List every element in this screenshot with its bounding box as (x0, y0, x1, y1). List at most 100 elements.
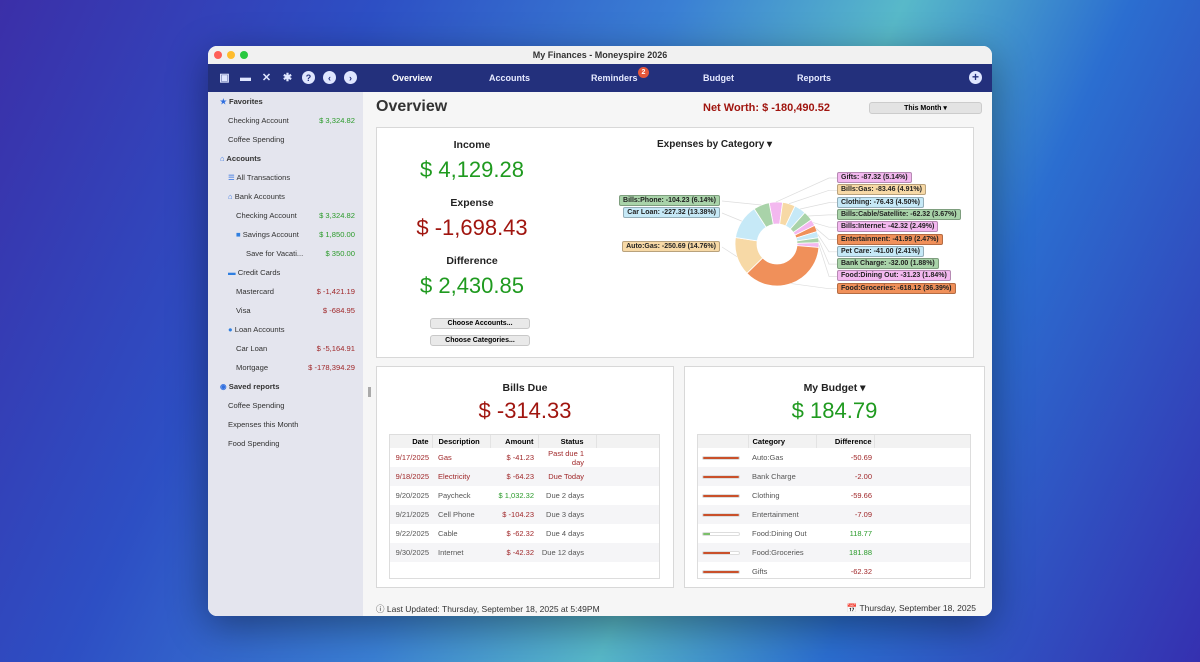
bills-title: Bills Due (502, 382, 548, 394)
bill-row[interactable]: 9/20/2025 Paycheck $ 1,032.32 Due 2 days (390, 486, 659, 505)
budget-category: Entertainment (748, 505, 816, 524)
sidebar-item-vacation[interactable]: Save for Vacati... $ 350.00 (246, 249, 355, 258)
budget-row[interactable]: Entertainment -7.09 (698, 505, 970, 524)
sidebar-report-coffee[interactable]: Coffee Spending (228, 401, 285, 410)
income-value: $ 4,129.28 (420, 157, 524, 182)
bill-cell: Due 12 days (538, 543, 596, 562)
bill-row[interactable]: 9/21/2025 Cell Phone $ -104.23 Due 3 days (390, 505, 659, 524)
tab-reports[interactable]: Reports (797, 73, 832, 83)
budget-category: Food:Dining Out (752, 529, 807, 538)
pie-slice-label: Food:Dining Out: -31.23 (1.84%) (837, 270, 951, 282)
expense-value: $ -1,698.43 (416, 215, 528, 240)
budget-row[interactable]: Gifts -62.32 (698, 562, 970, 581)
budget-row[interactable]: Clothing -59.66 (698, 486, 970, 505)
sidebar-item-mastercard[interactable]: Mastercard $ -1,421.19 (236, 287, 355, 296)
tab-reminders[interactable]: Reminders (591, 73, 638, 83)
budget-difference: 181.88 (816, 543, 874, 562)
tab-overview[interactable]: Overview (392, 73, 433, 83)
budget-progress-bar (702, 475, 740, 480)
pie-slice-label: Bills:Phone: -104.23 (6.14%) (619, 195, 720, 206)
choose-accounts-button[interactable]: Choose Accounts... (430, 318, 530, 329)
tools-icon[interactable]: ✕ (261, 72, 272, 84)
help-icon[interactable]: ? (302, 71, 315, 84)
tab-accounts[interactable]: Accounts (489, 73, 531, 83)
expense-label: Expense (450, 197, 494, 209)
sidebar-report-food[interactable]: Food Spending (228, 439, 280, 448)
pie-slice-label: Pet Care: -41.00 (2.41%) (837, 245, 924, 257)
bill-cell: 9/30/2025 (390, 543, 432, 562)
budget-progress-bar (702, 456, 740, 461)
period-select[interactable]: This Month ▾ (869, 102, 982, 114)
overview-panel: Income $ 4,129.28 Expense $ -1,698.43 Di… (376, 127, 974, 358)
sidebar-favorites[interactable]: ★ Favorites (220, 97, 263, 106)
pie-slice-label: Bank Charge: -32.00 (1.88%) (837, 258, 939, 270)
bill-row[interactable]: 9/17/2025 Gas $ -41.23 Past due 1 day (390, 448, 659, 467)
sidebar-loan-accounts[interactable]: ● Loan Accounts (228, 325, 285, 334)
pie-slice[interactable] (746, 245, 820, 287)
budget-row[interactable]: Food:Groceries 181.88 (698, 543, 970, 562)
add-icon[interactable]: + (969, 71, 982, 84)
budget-dropdown[interactable]: My Budget ▾ (803, 382, 866, 394)
folder-icon[interactable]: ▬ (240, 71, 251, 84)
bill-cell: Gas (438, 453, 452, 462)
budget-difference: -50.69 (850, 453, 872, 462)
sidebar-report-expenses[interactable]: Expenses this Month (228, 420, 299, 429)
sidebar-item-visa[interactable]: Visa $ -684.95 (236, 306, 355, 315)
choose-categories-button[interactable]: Choose Categories... (430, 335, 530, 346)
bill-cell: Cell Phone (432, 505, 490, 524)
budget-progress-bar (702, 570, 740, 575)
forward-icon[interactable]: › (344, 71, 357, 84)
pie-slice-label: Gifts: -87.32 (5.14%) (837, 172, 912, 183)
page-title: Overview (376, 98, 448, 115)
bill-cell: 9/22/2025 (395, 529, 429, 538)
gear-icon[interactable]: ✱ (282, 72, 293, 84)
sidebar-item-checking[interactable]: Checking Account $ 3,324.82 (228, 116, 355, 125)
expenses-category-dropdown[interactable]: Expenses by Category ▾ (657, 139, 773, 150)
sidebar-saved-reports[interactable]: ◉ Saved reports (220, 382, 280, 391)
sidebar-item-mortgage[interactable]: Mortgage $ -178,394.29 (236, 363, 355, 372)
bill-row[interactable]: 9/30/2025 Internet $ -42.32 Due 12 days (390, 543, 659, 562)
bill-cell: $ -41.23 (506, 453, 534, 462)
tab-budget[interactable]: Budget (703, 73, 734, 83)
splitter-handle[interactable] (368, 387, 371, 397)
bank-icon: ⌂ (220, 154, 225, 163)
sidebar-item-savings[interactable]: ■ Savings Account $ 1,850.00 (236, 230, 355, 239)
current-date: 📅 Thursday, September 18, 2025 (846, 603, 976, 613)
bill-cell: $ -104.23 (490, 505, 538, 524)
minimize-button[interactable] (227, 51, 235, 59)
bill-cell: Due 2 days (546, 491, 584, 500)
bill-row[interactable]: 9/22/2025 Cable $ -62.32 Due 4 days (390, 524, 659, 543)
save-icon[interactable]: ▣ (219, 72, 230, 84)
close-button[interactable] (214, 51, 222, 59)
title-bar: My Finances - Moneyspire 2026 (208, 46, 992, 64)
sidebar-item-car-loan[interactable]: Car Loan $ -5,164.91 (236, 344, 355, 353)
bill-cell: Paycheck (438, 491, 471, 500)
pie-slice-label: Auto:Gas: -250.69 (14.76%) (622, 241, 720, 252)
bills-total: $ -314.33 (478, 398, 572, 423)
window-title: My Finances - Moneyspire 2026 (532, 50, 668, 60)
budget-row[interactable]: Food:Dining Out 118.77 (698, 524, 970, 543)
pie-slice[interactable] (753, 202, 774, 228)
sidebar-accounts[interactable]: ⌂ Accounts (220, 154, 262, 163)
sidebar-all-transactions[interactable]: ☰ All Transactions (228, 173, 291, 182)
budget-table: Category Difference Auto:Gas -50.69 Bank… (697, 434, 971, 579)
bill-cell: Internet (432, 543, 490, 562)
budget-row[interactable]: Bank Charge -2.00 (698, 467, 970, 486)
budget-category: Bank Charge (748, 467, 816, 486)
sidebar-credit-cards[interactable]: ▬ Credit Cards (228, 268, 281, 277)
bill-cell: Past due 1 day (548, 448, 584, 467)
pie-leader-line (808, 214, 837, 217)
budget-row[interactable]: Auto:Gas -50.69 (698, 448, 970, 467)
bill-cell: Due 4 days (546, 529, 584, 538)
difference-label: Difference (446, 255, 498, 267)
budget-total: $ 184.79 (791, 398, 878, 423)
sidebar-item-checking-account[interactable]: Checking Account $ 3,324.82 (236, 211, 355, 220)
zoom-button[interactable] (240, 51, 248, 59)
pie-leader-line (800, 202, 837, 210)
sidebar-bank-accounts[interactable]: ⌂ Bank Accounts (228, 192, 285, 201)
back-icon[interactable]: ‹ (323, 71, 336, 84)
main-content: Overview Net Worth: $ -180,490.52 This M… (363, 92, 992, 616)
list-icon: ☰ (228, 173, 235, 182)
sidebar-item-coffee[interactable]: Coffee Spending (228, 135, 285, 144)
bill-row[interactable]: 9/18/2025 Electricity $ -64.23 Due Today (390, 467, 659, 486)
